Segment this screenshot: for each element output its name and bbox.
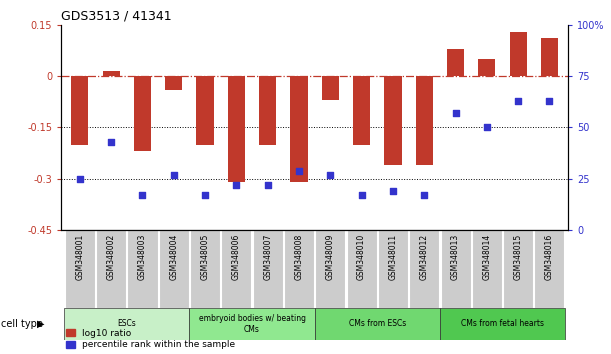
Point [482,125,492,130]
Bar [221,230,252,308]
Text: GSM348004: GSM348004 [169,234,178,280]
Text: GSM348011: GSM348011 [389,234,397,280]
Text: ▶: ▶ [37,319,44,329]
Bar [71,76,89,144]
Text: embryoid bodies w/ beating
CMs: embryoid bodies w/ beating CMs [199,314,306,333]
Bar [447,49,464,76]
Bar [159,230,189,308]
Text: CMs from fetal hearts: CMs from fetal hearts [461,319,544,329]
Bar [128,230,158,308]
Bar [510,32,527,76]
Text: CMs from ESCs: CMs from ESCs [349,319,406,329]
Bar [441,230,470,308]
Bar [409,230,439,308]
Point [106,139,116,145]
Point [294,168,304,173]
Bar [134,76,151,152]
Bar [165,76,183,90]
Bar [103,71,120,76]
Text: GSM348003: GSM348003 [138,234,147,280]
Point [263,182,273,188]
Bar [290,76,307,182]
Text: GDS3513 / 41341: GDS3513 / 41341 [61,9,172,22]
Text: GSM348005: GSM348005 [200,234,210,280]
Bar [190,230,220,308]
Point [169,172,178,177]
Bar [541,39,558,76]
Text: GSM348014: GSM348014 [482,234,491,280]
Text: ESCs: ESCs [117,319,136,329]
Text: GSM348008: GSM348008 [295,234,304,280]
Point [513,98,523,104]
Point [326,172,335,177]
Text: GSM348015: GSM348015 [514,234,522,280]
Point [357,192,367,198]
Bar [197,76,214,144]
Point [232,182,241,188]
Text: GSM348007: GSM348007 [263,234,273,280]
Text: cell type: cell type [1,319,43,329]
Bar [472,230,502,308]
Bar [315,230,345,308]
Text: GSM348016: GSM348016 [545,234,554,280]
Bar [65,230,95,308]
Text: GSM348006: GSM348006 [232,234,241,280]
Bar [378,230,408,308]
Bar [415,76,433,165]
Point [137,192,147,198]
Text: GSM348002: GSM348002 [107,234,115,280]
Legend: log10 ratio, percentile rank within the sample: log10 ratio, percentile rank within the … [65,329,235,349]
Bar [96,230,126,308]
Bar [384,76,401,165]
Bar [503,230,533,308]
Bar [535,230,565,308]
Text: GSM348009: GSM348009 [326,234,335,280]
Bar [440,308,565,340]
Point [419,192,429,198]
Point [200,192,210,198]
Point [544,98,554,104]
Point [75,176,85,182]
Bar [253,230,283,308]
Bar [353,76,370,144]
Text: GSM348010: GSM348010 [357,234,366,280]
Bar [284,230,314,308]
Bar [64,308,189,340]
Point [388,188,398,194]
Text: GSM348001: GSM348001 [75,234,84,280]
Bar [228,76,245,182]
Bar [478,59,496,76]
Point [451,110,461,116]
Bar [259,76,276,144]
Bar [322,76,339,100]
Bar [315,308,440,340]
Bar [346,230,376,308]
Text: GSM348012: GSM348012 [420,234,429,280]
Text: GSM348013: GSM348013 [451,234,460,280]
Bar [189,308,315,340]
